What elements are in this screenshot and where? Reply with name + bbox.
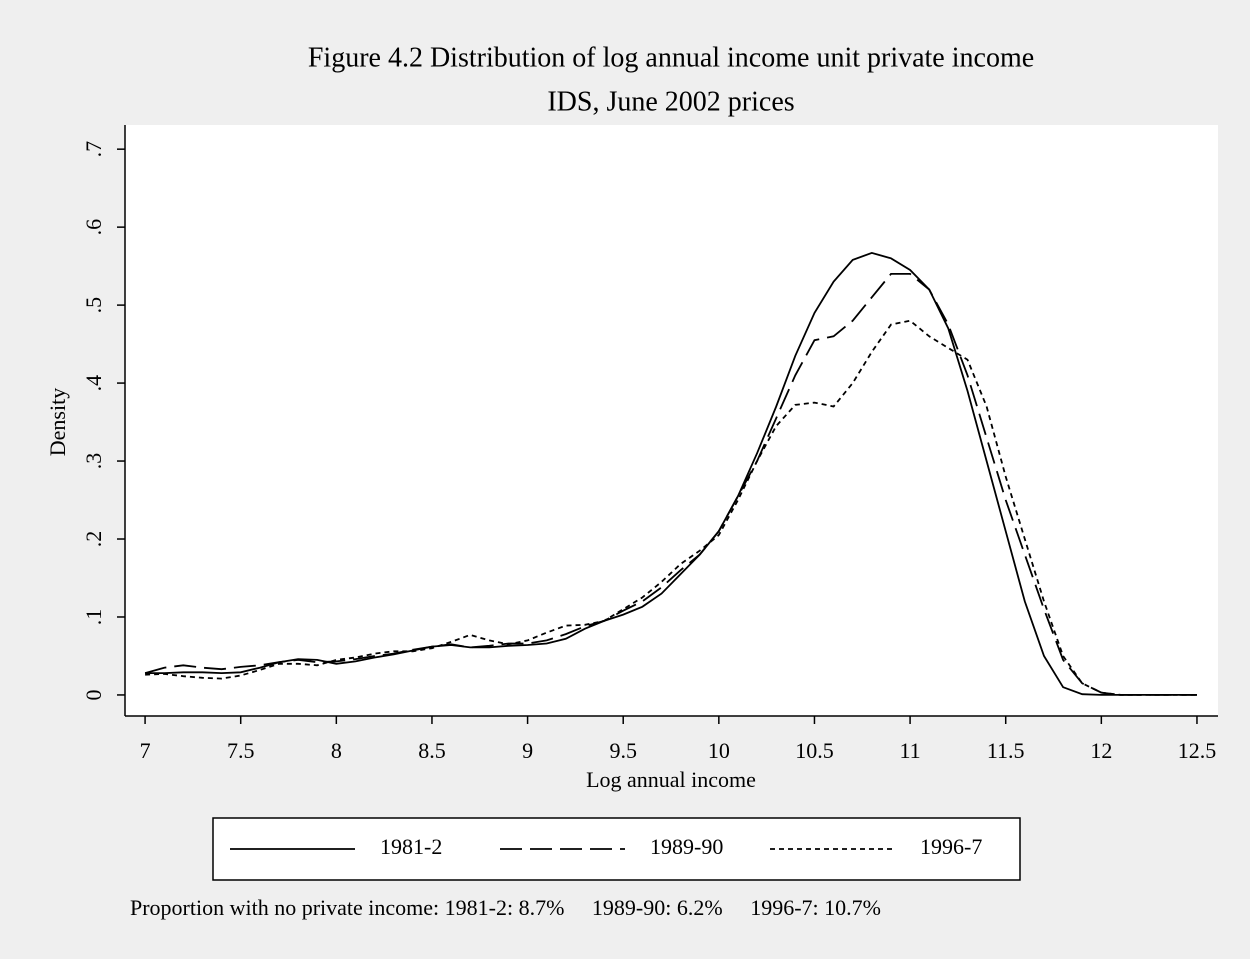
- x-tick-label: 12.5: [1178, 738, 1217, 763]
- x-tick-label: 9: [522, 738, 533, 763]
- series-line: [145, 319, 1197, 696]
- chart-subtitle: IDS, June 2002 prices: [547, 86, 794, 117]
- x-tick-label: 8: [331, 738, 342, 763]
- legend-label: 1996-7: [920, 834, 982, 859]
- y-axis-label: Density: [45, 388, 70, 456]
- y-tick-label: .1: [81, 609, 106, 626]
- y-tick-label: .6: [81, 219, 106, 236]
- y-tick-label: .5: [81, 297, 106, 314]
- y-tick-label: .3: [81, 453, 106, 470]
- x-tick-label: 11: [899, 738, 920, 763]
- y-tick-label: 0: [81, 689, 106, 700]
- x-tick-label: 11.5: [987, 738, 1025, 763]
- plot-area: [125, 125, 1218, 716]
- x-tick-label: 12: [1090, 738, 1112, 763]
- series-line: [144, 273, 1197, 696]
- x-tick-label: 10: [708, 738, 730, 763]
- x-tick-label: 7: [140, 738, 151, 763]
- y-tick-label: .7: [81, 141, 106, 158]
- legend-label: 1989-90: [650, 834, 723, 859]
- note: Proportion with no private income: 1981-…: [130, 895, 881, 920]
- y-tick-label: .2: [81, 531, 106, 548]
- x-tick-label: 10.5: [795, 738, 834, 763]
- series-line: [145, 251, 1197, 696]
- y-tick-label: .4: [81, 375, 106, 392]
- x-tick-label: 8.5: [418, 738, 446, 763]
- chart-title: Figure 4.2 Distribution of log annual in…: [308, 42, 1034, 73]
- x-axis-label: Log annual income: [586, 767, 756, 792]
- legend-label: 1981-2: [380, 834, 442, 859]
- x-tick-label: 9.5: [609, 738, 637, 763]
- x-tick-label: 7.5: [227, 738, 255, 763]
